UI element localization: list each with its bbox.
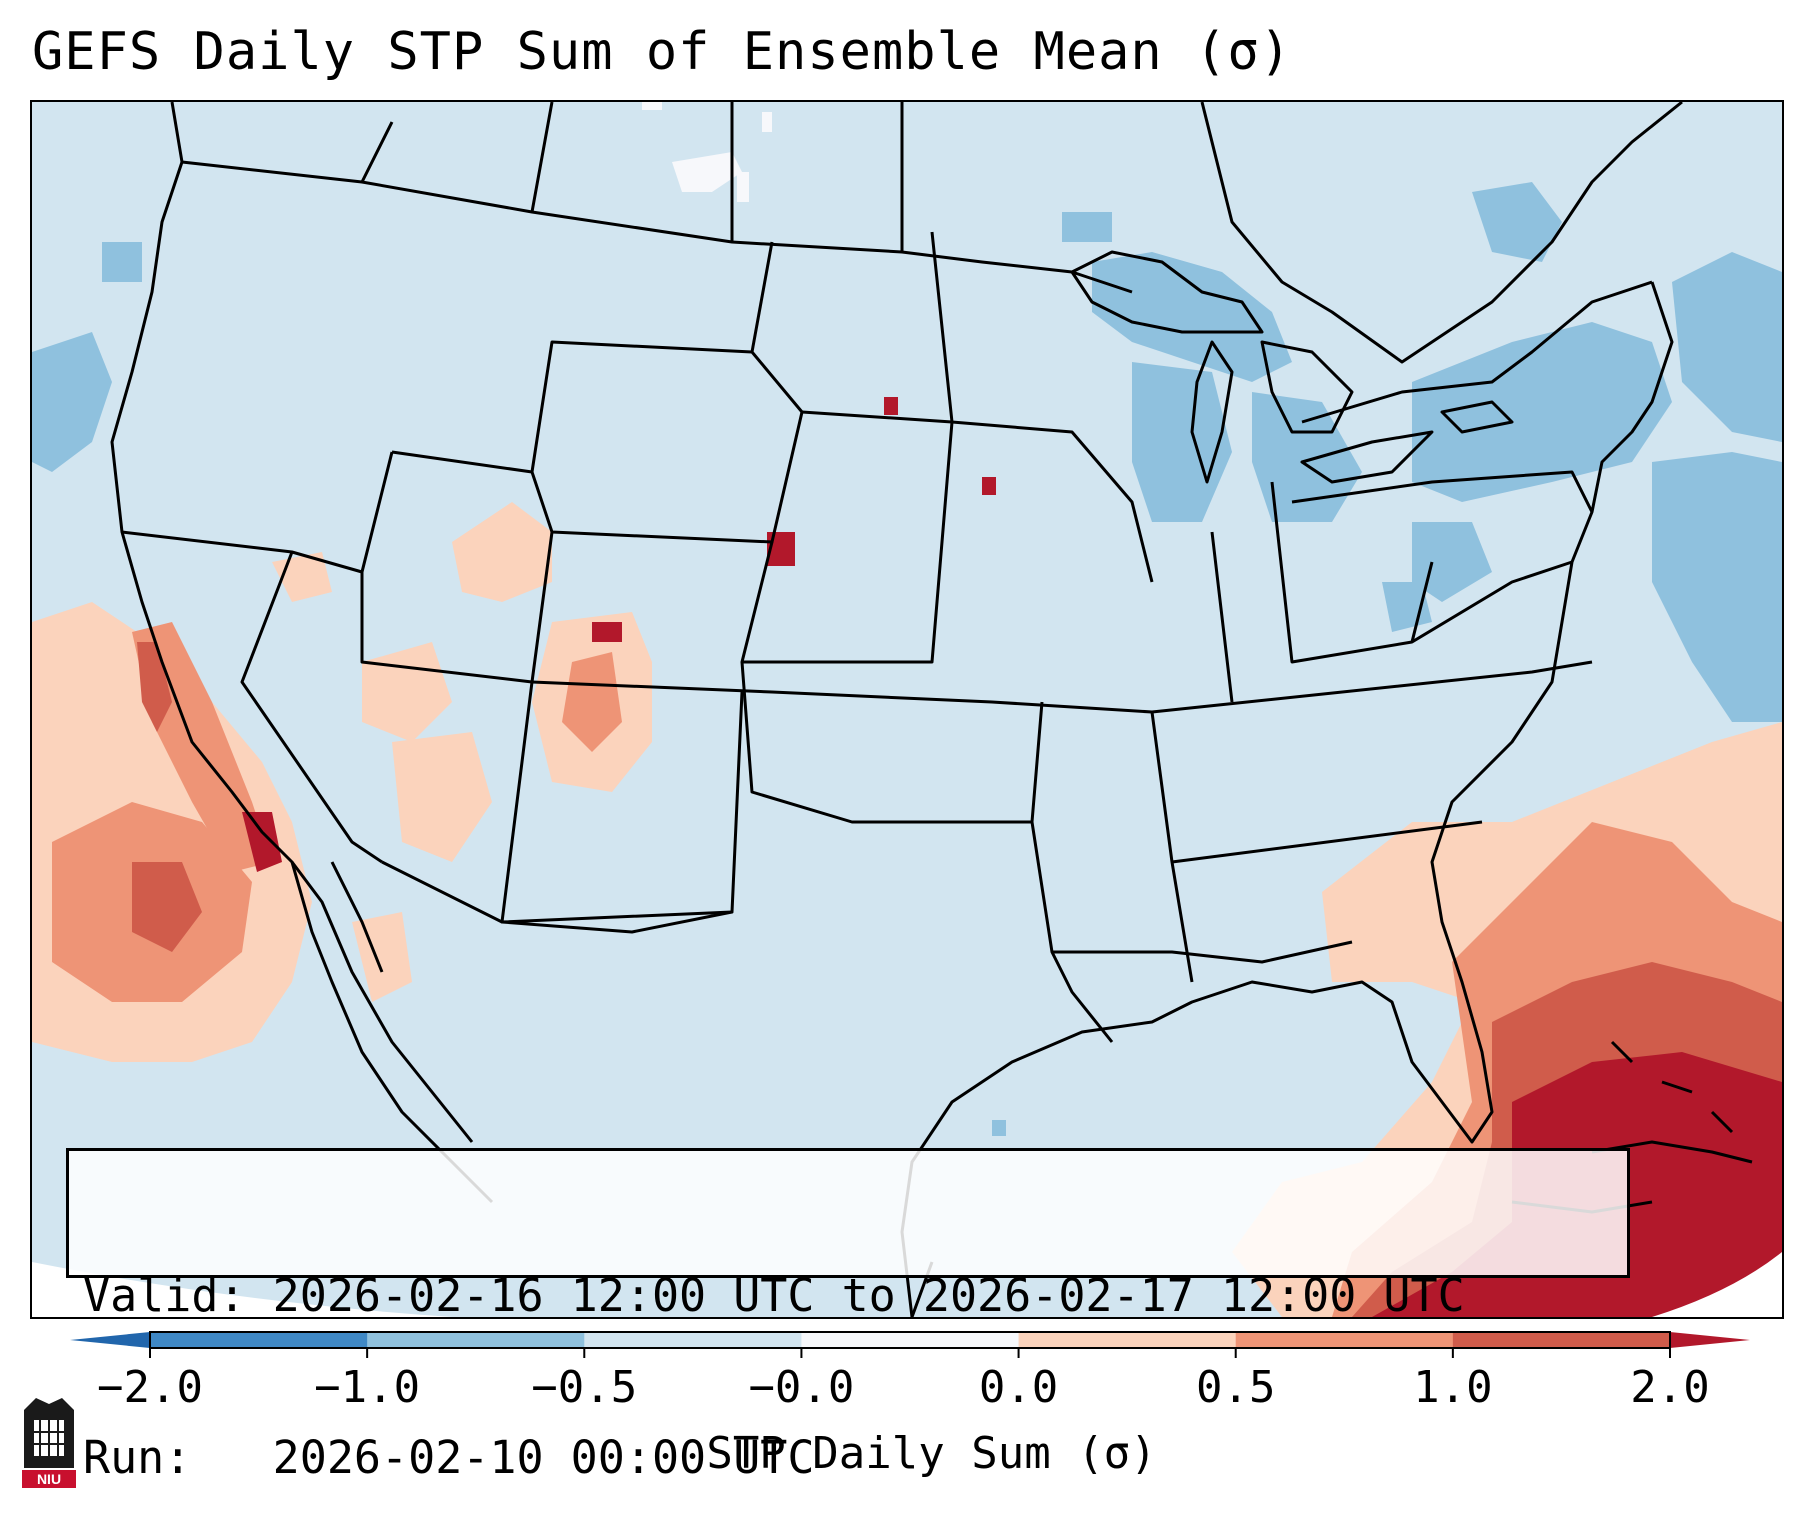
colorbar-extend-high	[1670, 1332, 1750, 1348]
colorbar-bin	[1235, 1332, 1454, 1348]
west-coastline	[110, 102, 494, 1204]
colorbar-bin	[150, 1332, 368, 1348]
colorbar-bin	[801, 1332, 1020, 1348]
colorbar-bin	[584, 1332, 802, 1348]
lake-huron	[1260, 340, 1354, 434]
colorbar-bins	[150, 1332, 1671, 1348]
colorbar-bin	[1452, 1332, 1671, 1348]
niu-logo: NIU	[22, 1398, 76, 1488]
lake-ontario	[1440, 400, 1514, 434]
colorbar-tick-label: −0.0	[748, 1362, 855, 1413]
colorbar-tick-label: 1.0	[1413, 1362, 1493, 1413]
lake-erie	[1300, 430, 1434, 484]
colorbar-tick-label: −2.0	[97, 1362, 203, 1413]
anomaly-field	[32, 102, 1782, 1317]
colorbar-extend-low	[70, 1332, 150, 1348]
colorbar-bin	[1018, 1332, 1237, 1348]
colorbar-tick-label: −1.0	[314, 1362, 421, 1413]
colorbar-tick-label: 0.5	[1195, 1362, 1276, 1413]
map-canvas	[32, 102, 1782, 1317]
valid-line: Valid: 2026-02-16 12:00 UTC to 2026-02-1…	[83, 1269, 1465, 1322]
valid-run-info-box: Valid: 2026-02-16 12:00 UTC to 2026-02-1…	[66, 1148, 1630, 1484]
colorbar-tick-label: 0.0	[978, 1362, 1059, 1413]
us-canada-border	[181, 160, 1653, 424]
map-title: GEFS Daily STP Sum of Ensemble Mean (σ)	[32, 22, 1292, 82]
lake-michigan	[1190, 340, 1234, 484]
colorbar-tick-label: 2.0	[1630, 1362, 1710, 1413]
colorbar-bin	[367, 1332, 585, 1348]
niu-logo-text: NIU	[37, 1471, 61, 1487]
lake-superior	[1070, 250, 1264, 334]
map-panel[interactable]	[30, 100, 1784, 1319]
colorbar-label: STP Daily Sum (σ)	[706, 1428, 1157, 1479]
run-line: Run: 2026-02-10 00:00 UTC	[83, 1431, 815, 1484]
colorbar	[70, 1331, 1750, 1358]
colorbar-tick-label: −0.5	[531, 1362, 638, 1413]
